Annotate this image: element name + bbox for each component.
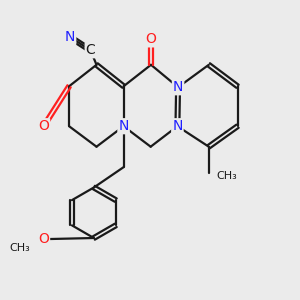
Text: O: O [38,232,49,246]
Text: N: N [118,119,129,133]
Text: CH₃: CH₃ [10,243,30,253]
Text: CH₃: CH₃ [216,171,237,181]
Text: N: N [173,80,183,94]
Text: C: C [86,43,95,57]
Text: O: O [146,32,156,46]
Text: O: O [38,119,49,133]
Text: N: N [65,30,75,44]
Text: N: N [172,119,183,133]
